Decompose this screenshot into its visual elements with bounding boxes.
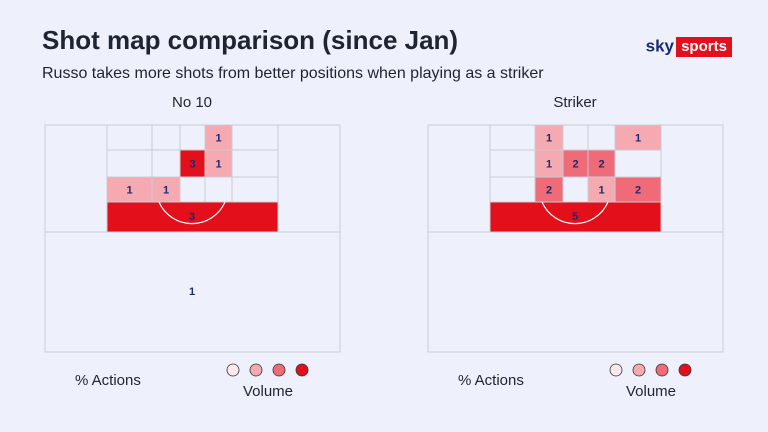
zone-value: 2: [572, 158, 578, 170]
zone-value: 1: [546, 158, 552, 170]
box-value: 3: [189, 211, 195, 223]
zone-value: 1: [126, 184, 132, 196]
arc: [158, 201, 226, 225]
outside-value: 1: [189, 286, 195, 298]
legend-volume: Volume: [243, 383, 293, 400]
legend-swatch: [272, 363, 286, 377]
zone-value: 1: [598, 184, 604, 196]
legend-swatch: [226, 363, 240, 377]
panel-title: No 10: [172, 94, 212, 111]
zone: [562, 149, 589, 178]
legend-label: % Actions: [75, 372, 141, 389]
zone: [587, 149, 616, 178]
zone-value: 1: [635, 132, 641, 144]
title: Shot map comparison (since Jan): [42, 25, 458, 55]
logo-sports: sports: [681, 38, 727, 55]
zone-value: 1: [215, 158, 221, 170]
legend-volume: Volume: [626, 383, 676, 400]
logo-sky: sky: [646, 36, 675, 55]
zone-value: 1: [546, 132, 552, 144]
logo-box: [676, 37, 732, 57]
zone-value: 2: [635, 184, 641, 196]
legend-swatch: [655, 363, 669, 377]
box-zone: [106, 201, 279, 233]
legend-swatch: [632, 363, 646, 377]
box-value: 5: [572, 211, 578, 223]
subtitle: Russo takes more shots from better posit…: [42, 65, 544, 82]
zone: [204, 124, 233, 151]
zone: [204, 149, 233, 178]
legend-swatch: [295, 363, 309, 377]
zone: [534, 124, 564, 151]
zone: [534, 149, 564, 178]
legend-swatch: [678, 363, 692, 377]
zone-value: 1: [163, 184, 169, 196]
box-zone: [489, 201, 662, 233]
zone-value: 1: [215, 132, 221, 144]
legend-label: % Actions: [458, 372, 524, 389]
panel-title: Striker: [553, 94, 596, 111]
zone-value: 2: [546, 184, 552, 196]
arc: [541, 201, 609, 225]
zone: [587, 176, 616, 203]
legend-swatch: [249, 363, 263, 377]
legend-swatch: [609, 363, 623, 377]
zone-value: 2: [598, 158, 604, 170]
zone: [614, 124, 662, 151]
zone-value: 3: [189, 158, 195, 170]
